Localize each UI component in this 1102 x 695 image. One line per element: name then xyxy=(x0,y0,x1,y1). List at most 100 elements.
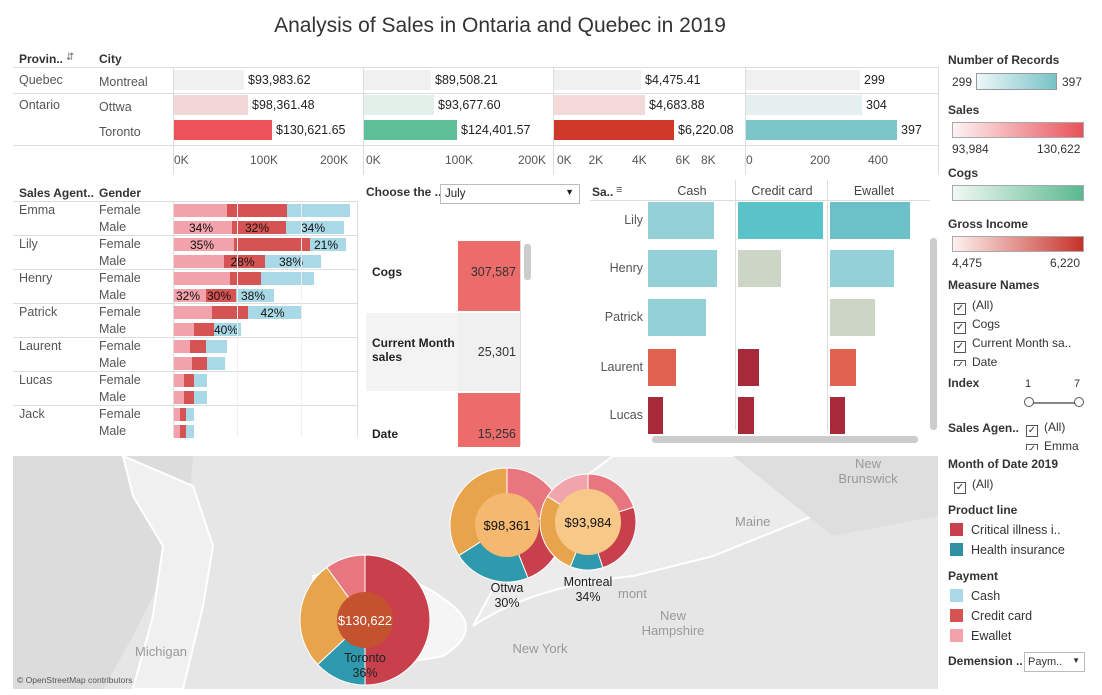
payment-bar[interactable] xyxy=(648,299,706,336)
table-bar[interactable] xyxy=(554,95,645,115)
stacked-bar-segment[interactable] xyxy=(261,272,314,285)
stacked-bar-segment[interactable] xyxy=(192,357,207,370)
payment-bar[interactable] xyxy=(738,202,823,239)
stacked-bar-segment[interactable] xyxy=(227,204,287,217)
stacked-bar-segment[interactable] xyxy=(194,391,207,404)
stacked-bar-segment[interactable] xyxy=(206,340,227,353)
measure-item[interactable]: ✓ Current Month sa.. xyxy=(954,336,1072,353)
payment-bar[interactable] xyxy=(648,397,663,434)
payment-chart-h-scrollbar[interactable] xyxy=(652,436,918,443)
table-bar[interactable] xyxy=(554,70,641,90)
checkbox-checked[interactable]: ✓ xyxy=(1026,444,1038,450)
stacked-bar-segment[interactable] xyxy=(194,323,214,336)
checkbox-checked[interactable]: ✓ xyxy=(954,360,966,366)
payment-bar[interactable] xyxy=(738,250,781,287)
stacked-bar-segment[interactable] xyxy=(206,289,236,302)
index-slider-handle-min[interactable] xyxy=(1024,397,1034,407)
stacked-bar-segment[interactable] xyxy=(174,204,227,217)
sort-icon[interactable]: ⇵ xyxy=(66,52,75,63)
stacked-bar-segment[interactable] xyxy=(174,255,224,268)
stacked-bar-segment[interactable] xyxy=(174,323,194,336)
table-bar[interactable] xyxy=(174,120,272,140)
stacked-bar-segment[interactable] xyxy=(232,221,286,234)
agent-filter-item[interactable]: ✓ Emma xyxy=(1026,439,1096,450)
checkbox-checked[interactable]: ✓ xyxy=(954,341,966,353)
payment-column-header[interactable]: Cash xyxy=(677,184,707,198)
stacked-bar-segment[interactable] xyxy=(286,221,344,234)
measure-bar[interactable] xyxy=(458,313,520,391)
payment-bar[interactable] xyxy=(830,250,894,287)
table-bar[interactable] xyxy=(746,70,860,90)
stacked-bar-segment[interactable] xyxy=(234,238,310,251)
stacked-bar-segment[interactable] xyxy=(174,340,190,353)
stacked-bar-segment[interactable] xyxy=(174,425,180,438)
product-legend-item[interactable]: Critical illness i.. xyxy=(950,521,1061,537)
month-panel-scrollbar[interactable] xyxy=(524,244,531,280)
product-legend-item[interactable]: Health insurance xyxy=(950,541,1065,557)
stacked-bar-segment[interactable] xyxy=(190,340,206,353)
month-dropdown[interactable]: July ▼ xyxy=(440,184,580,204)
stacked-bar-segment[interactable] xyxy=(212,306,248,319)
checkbox-checked[interactable]: ✓ xyxy=(954,322,966,334)
payment-bar[interactable] xyxy=(830,349,856,386)
stacked-bar-segment[interactable] xyxy=(174,238,234,251)
table-bar[interactable] xyxy=(746,120,897,140)
payment-agent-header[interactable]: Sa.. xyxy=(592,185,614,199)
month-date-filter-item[interactable]: ✓ (All) xyxy=(954,477,994,494)
stacked-bar-segment[interactable] xyxy=(174,374,184,387)
stacked-bar-segment[interactable] xyxy=(174,221,232,234)
agent-filter-item[interactable]: ✓ (All) xyxy=(1026,420,1066,437)
measure-item[interactable]: ✓ (All) xyxy=(954,298,994,315)
table-bar[interactable] xyxy=(746,95,862,115)
measure-bar[interactable] xyxy=(458,393,520,447)
sort-icon[interactable]: ≡ xyxy=(616,184,623,196)
city-header[interactable]: City xyxy=(99,52,122,66)
payment-bar[interactable] xyxy=(830,397,845,434)
payment-legend-item[interactable]: Credit card xyxy=(950,607,1032,623)
gender-header[interactable]: Gender xyxy=(99,186,142,200)
donut-slice[interactable] xyxy=(299,566,366,666)
stacked-bar-segment[interactable] xyxy=(174,408,180,421)
stacked-bar-segment[interactable] xyxy=(310,238,346,251)
stacked-bar-segment[interactable] xyxy=(248,306,301,319)
checkbox-checked[interactable]: ✓ xyxy=(954,303,966,315)
table-bar[interactable] xyxy=(364,120,457,140)
payment-bar[interactable] xyxy=(738,397,754,434)
stacked-bar-segment[interactable] xyxy=(184,374,194,387)
province-header[interactable]: Provin.. xyxy=(19,52,64,66)
stacked-bar-segment[interactable] xyxy=(180,425,186,438)
stacked-bar-segment[interactable] xyxy=(230,272,261,285)
stacked-bar-segment[interactable] xyxy=(236,289,274,302)
stacked-bar-segment[interactable] xyxy=(174,357,192,370)
stacked-bar-segment[interactable] xyxy=(194,374,207,387)
measure-item[interactable]: ✓ Date xyxy=(954,355,1094,366)
payment-column-header[interactable]: Credit card xyxy=(751,184,813,198)
checkbox-checked[interactable]: ✓ xyxy=(1026,425,1038,437)
donut-slice[interactable] xyxy=(364,554,431,686)
index-slider-track[interactable] xyxy=(1028,402,1080,404)
payment-bar[interactable] xyxy=(738,349,759,386)
dimension-dropdown[interactable]: Paym.. ▼ xyxy=(1024,652,1085,672)
payment-legend-item[interactable]: Cash xyxy=(950,587,1000,603)
table-bar[interactable] xyxy=(554,120,674,140)
stacked-bar-segment[interactable] xyxy=(207,357,225,370)
stacked-bar-segment[interactable] xyxy=(180,408,186,421)
measure-bar[interactable] xyxy=(458,241,520,311)
index-slider-handle-max[interactable] xyxy=(1074,397,1084,407)
payment-bar[interactable] xyxy=(830,202,910,239)
stacked-bar-segment[interactable] xyxy=(184,391,194,404)
payment-column-header[interactable]: Ewallet xyxy=(853,184,895,198)
stacked-bar-segment[interactable] xyxy=(174,272,230,285)
stacked-bar-segment[interactable] xyxy=(224,255,265,268)
table-bar[interactable] xyxy=(364,70,431,90)
payment-chart-v-scrollbar[interactable] xyxy=(930,238,937,430)
stacked-bar-segment[interactable] xyxy=(174,306,212,319)
table-bar[interactable] xyxy=(364,95,434,115)
payment-bar[interactable] xyxy=(648,250,717,287)
measure-item[interactable]: ✓ Cogs xyxy=(954,317,1001,334)
stacked-bar-segment[interactable] xyxy=(265,255,321,268)
map-view[interactable]: Michigan New York New Hampshire Maine New Br… xyxy=(13,456,938,689)
